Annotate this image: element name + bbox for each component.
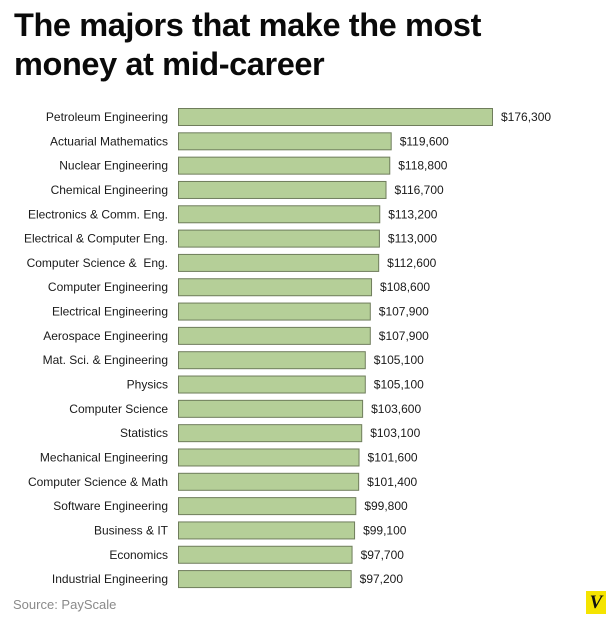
bar	[178, 108, 493, 126]
value-label: $99,100	[363, 523, 407, 537]
bar	[178, 205, 381, 224]
category-label: Physics	[127, 378, 168, 392]
bar-row: Electrical & Computer Eng. $113,000	[24, 229, 437, 248]
vox-logo-icon: V	[586, 591, 606, 614]
category-label: Computer Science	[69, 402, 168, 416]
category-label: Nuclear Engineering	[59, 159, 168, 173]
bar	[178, 497, 357, 516]
category-label: Software Engineering	[53, 499, 168, 513]
bar-row: Computer Science & Math $101,400	[28, 472, 418, 491]
category-label: Economics	[109, 548, 168, 562]
bar	[178, 253, 380, 272]
bar	[178, 521, 356, 540]
value-label: $101,400	[367, 475, 417, 489]
bar-row: Mechanical Engineering $101,600	[40, 448, 418, 467]
bar	[178, 278, 373, 297]
bar-row: Electronics & Comm. Eng. $113,200	[28, 205, 438, 224]
bar-row: Software Engineering $99,800	[53, 497, 408, 516]
value-label: $103,600	[371, 402, 421, 416]
value-label: $119,600	[400, 134, 449, 148]
value-label: $97,700	[361, 548, 405, 562]
category-label: Chemical Engineering	[51, 183, 168, 197]
bar	[178, 424, 363, 443]
category-label: Computer Science & Math	[28, 475, 168, 489]
category-label: Industrial Engineering	[52, 572, 168, 586]
bar-row: Industrial Engineering $97,200	[52, 570, 404, 589]
bar-row: Physics $105,100	[127, 375, 424, 394]
chart-title-line-2: money at mid-career	[14, 46, 325, 82]
bar	[178, 326, 371, 345]
bar	[178, 399, 364, 418]
bar-row: Chemical Engineering $116,700	[51, 180, 444, 199]
bar-row: Computer Science & Eng. $112,600	[27, 253, 437, 272]
value-label: $105,100	[374, 378, 424, 392]
value-label: $118,800	[398, 159, 447, 173]
value-label: $112,600	[387, 256, 436, 270]
category-label: Statistics	[120, 426, 168, 440]
source-credit: Source: PayScale	[13, 597, 117, 612]
value-label: $99,800	[364, 499, 408, 513]
category-label: Electrical Engineering	[52, 305, 168, 319]
bar-row: Computer Science $103,600	[69, 399, 421, 418]
value-label: $176,300	[501, 110, 551, 124]
bar-row: Actuarial Mathematics $119,600	[50, 132, 449, 151]
value-label: $101,600	[368, 450, 418, 464]
value-label: $108,600	[380, 280, 430, 294]
bar	[178, 229, 380, 248]
value-label: $97,200	[360, 572, 404, 586]
category-label: Aerospace Engineering	[43, 329, 168, 343]
value-label: $103,100	[370, 426, 420, 440]
bar	[178, 132, 392, 151]
value-label: $113,000	[388, 232, 437, 246]
bar-row: Nuclear Engineering $118,800	[59, 156, 448, 175]
category-label: Computer Science & Eng.	[27, 256, 168, 270]
value-label: $116,700	[395, 183, 444, 197]
bar	[178, 302, 371, 321]
bar-row: Aerospace Engineering $107,900	[43, 326, 429, 345]
bar-row: Electrical Engineering $107,900	[52, 302, 429, 321]
value-label: $105,100	[374, 353, 424, 367]
category-label: Computer Engineering	[48, 280, 168, 294]
bar-row: Statistics $103,100	[120, 424, 421, 443]
chart-title: The majors that make the most money at m…	[14, 6, 604, 84]
value-label: $113,200	[388, 207, 437, 221]
value-label: $107,900	[379, 305, 429, 319]
category-label: Petroleum Engineering	[46, 110, 168, 124]
bar	[178, 545, 353, 564]
bar	[178, 156, 391, 175]
category-label: Actuarial Mathematics	[50, 134, 168, 148]
bar	[178, 375, 366, 394]
chart-title-line-1: The majors that make the most	[14, 7, 481, 43]
bar-row: Business & IT $99,100	[94, 521, 407, 540]
bar	[178, 570, 352, 589]
category-label: Electrical & Computer Eng.	[24, 232, 168, 246]
bar-row: Mat. Sci. & Engineering $105,100	[43, 351, 424, 370]
bar-row: Petroleum Engineering $176,300	[46, 108, 551, 126]
bar	[178, 448, 360, 467]
bar	[178, 180, 387, 199]
bar	[178, 472, 360, 491]
category-label: Mechanical Engineering	[40, 450, 168, 464]
value-label: $107,900	[379, 329, 429, 343]
bar	[178, 351, 366, 370]
category-label: Business & IT	[94, 523, 169, 537]
category-label: Electronics & Comm. Eng.	[28, 207, 168, 221]
category-label: Mat. Sci. & Engineering	[43, 353, 168, 367]
bar-row: Economics $97,700	[109, 545, 405, 564]
bar-row: Computer Engineering $108,600	[48, 278, 430, 297]
